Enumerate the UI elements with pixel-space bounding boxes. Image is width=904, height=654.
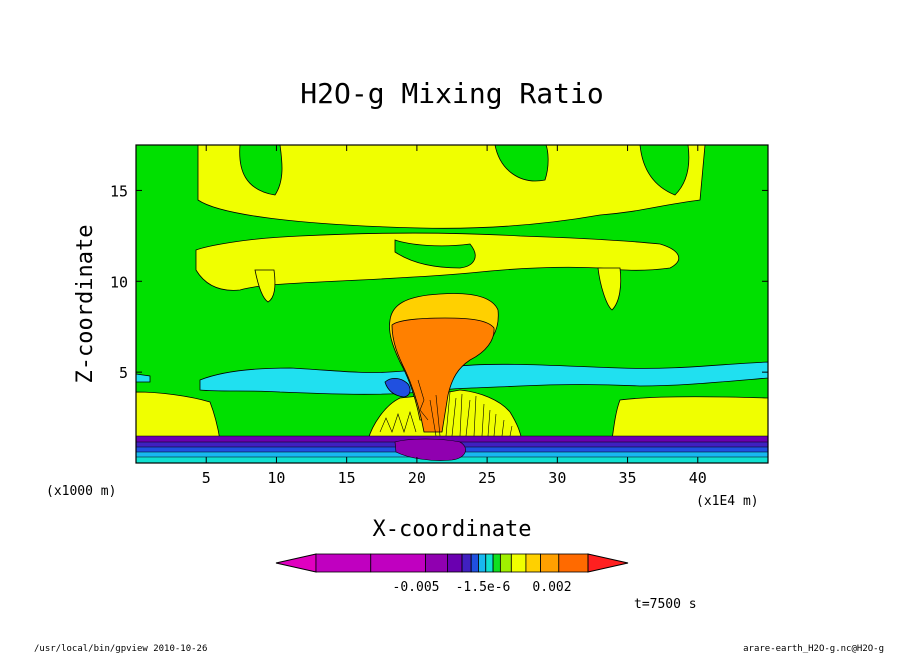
contour-fill-cyan — [199, 361, 768, 395]
contour-fill-green-upper-center — [494, 145, 549, 182]
colorbar-label-max: 0.002 — [532, 580, 571, 595]
footer-left: /usr/local/bin/gpview 2010-10-26 — [34, 644, 207, 654]
colorbar-label-min: -0.005 — [393, 580, 440, 595]
y-axis-label: Z-coordinate — [73, 225, 98, 384]
colorbar-swatch — [425, 553, 448, 573]
contour-fill-cyan-left — [136, 373, 151, 383]
colorbar-swatch — [485, 553, 494, 573]
contour-fill-green-upper-left — [239, 145, 283, 196]
x-tick-label: 35 — [619, 469, 637, 487]
x-tick-label: 5 — [202, 469, 211, 487]
contour-fill-blue-blob — [384, 378, 411, 398]
colorbar-labels: -0.005 -1.5e-6 0.002 — [393, 580, 572, 595]
time-annotation: t=7500 s — [634, 597, 697, 612]
contour-fill-yellow-upper — [197, 145, 706, 229]
x-axis-ticks: 5 10 15 20 25 30 35 40 — [202, 145, 707, 487]
colorbar-swatch — [470, 553, 479, 573]
plot-frame — [135, 144, 769, 464]
y-tick-label: 15 — [110, 182, 128, 200]
contour-fill-orange-column — [391, 317, 495, 433]
colorbar — [275, 553, 629, 573]
colorbar-swatch — [540, 553, 560, 573]
colorbar-swatch — [315, 553, 372, 573]
colorbar-extend-high — [587, 553, 629, 573]
contour-fill-purple-band — [136, 436, 768, 442]
x-tick-label: 25 — [478, 469, 496, 487]
contour-fill-green-notch — [394, 239, 476, 269]
contour-plot-area — [136, 145, 768, 463]
x-tick-label: 20 — [408, 469, 426, 487]
colorbar-swatch — [370, 553, 426, 573]
x-tick-label: 30 — [548, 469, 566, 487]
x-axis-label: X-coordinate — [373, 517, 532, 542]
colorbar-swatch — [525, 553, 541, 573]
x-unit-left-label: (x1000 m) — [46, 484, 116, 499]
colorbar-swatch — [461, 553, 472, 573]
x-tick-label: 10 — [267, 469, 285, 487]
colorbar-swatch — [499, 553, 512, 573]
y-tick-label: 10 — [110, 273, 128, 291]
colorbar-swatch — [447, 553, 463, 573]
contour-fill-yellow-mid-drip2 — [597, 267, 622, 311]
colorbar-label-mid: -1.5e-6 — [456, 580, 511, 595]
contour-fill-purple-surface-blob — [394, 438, 466, 461]
colorbar-swatch — [478, 553, 487, 573]
x-tick-label: 15 — [338, 469, 356, 487]
contour-fill-green-upper-right — [639, 145, 690, 196]
chart-title: H2O-g Mixing Ratio — [300, 77, 603, 110]
x-tick-label: 40 — [689, 469, 707, 487]
y-axis-ticks: 5 10 15 — [110, 182, 768, 382]
convective-noise — [379, 379, 513, 437]
x-unit-right-label: (x1E4 m) — [696, 494, 759, 509]
colorbar-swatch — [492, 553, 501, 573]
contour-fill-yellow-lower-right — [611, 396, 768, 441]
contour-fill-yellow-mid-drip — [254, 269, 276, 303]
colorbar-swatch — [510, 553, 527, 573]
colorbar-extend-low — [275, 553, 317, 573]
footer-right: arare-earth_H2O-g.nc@H2O-g — [743, 644, 884, 654]
y-tick-label: 5 — [119, 364, 128, 382]
colorbar-swatch — [558, 553, 589, 573]
